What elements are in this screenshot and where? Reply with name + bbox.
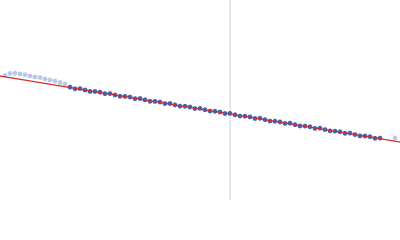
data-point bbox=[27, 73, 33, 79]
data-point bbox=[12, 70, 18, 76]
data-point bbox=[392, 135, 398, 141]
data-point bbox=[52, 78, 58, 84]
data-point bbox=[17, 71, 23, 77]
data-point bbox=[22, 72, 28, 78]
data-point bbox=[62, 81, 68, 87]
data-point bbox=[32, 74, 38, 80]
data-point bbox=[42, 76, 48, 82]
data-point bbox=[7, 71, 13, 76]
chart bbox=[0, 0, 400, 200]
fit-line bbox=[0, 75, 400, 143]
data-point bbox=[57, 80, 63, 85]
data-point bbox=[37, 75, 43, 80]
data-point bbox=[47, 77, 53, 83]
page: (() => { const data = JSON.parse(documen… bbox=[0, 0, 400, 200]
